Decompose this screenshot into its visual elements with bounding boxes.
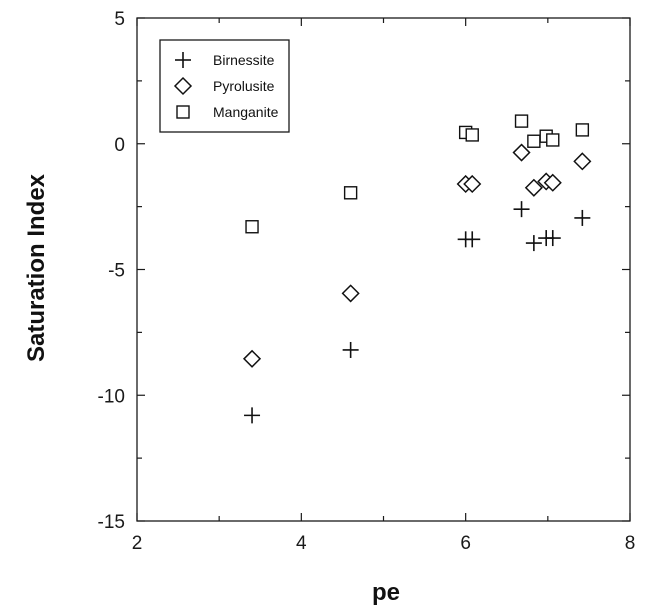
legend-label-pyrolusite: Pyrolusite: [213, 78, 275, 94]
pyrolusite-point: [242, 349, 262, 368]
birnessite-point: [525, 235, 542, 252]
birnessite-point: [574, 209, 591, 226]
x-tick-label: 6: [460, 533, 471, 554]
manganite-point: [343, 186, 358, 200]
x-tick-label: 4: [296, 533, 307, 554]
x-axis-title: pe: [372, 579, 400, 606]
y-tick-label: 0: [114, 135, 125, 156]
y-axis-title: Saturation Index: [23, 173, 50, 362]
birnessite-point: [244, 407, 261, 424]
manganite-point: [514, 114, 529, 128]
ticks: 2 4 6 8 5 0 -5 -10 -15: [98, 9, 636, 554]
manganite-point: [575, 123, 590, 137]
pyrolusite-point: [512, 143, 531, 162]
y-tick-label: -5: [108, 261, 125, 282]
pyrolusite-point: [463, 174, 482, 194]
manganite-point: [546, 133, 560, 147]
pyrolusite-point: [573, 152, 592, 171]
x-tick-label: 2: [132, 533, 143, 554]
manganite-point: [527, 134, 541, 148]
data-marks: [242, 114, 592, 424]
legend-label-manganite: Manganite: [213, 104, 279, 120]
series-manganite: [245, 114, 590, 234]
pyrolusite-point: [543, 173, 562, 192]
series-birnessite: [244, 201, 591, 424]
y-tick-label: 5: [114, 9, 125, 30]
birnessite-point: [513, 201, 530, 218]
y-tick-label: -15: [98, 512, 125, 533]
y-tick-label: -10: [98, 386, 125, 407]
series-pyrolusite: [242, 143, 592, 368]
legend-marker-manganite: [176, 105, 190, 119]
legend-marker-pyrolusite: [173, 76, 193, 96]
pyrolusite-point: [524, 178, 543, 197]
birnessite-point: [342, 341, 359, 358]
pyrolusite-point: [341, 284, 360, 303]
legend-marker-birnessite: [175, 52, 191, 68]
legend-label-birnessite: Birnessite: [213, 52, 275, 68]
legend: Birnessite Pyrolusite Manganite: [159, 39, 290, 133]
manganite-point: [465, 128, 479, 142]
birnessite-point: [544, 230, 561, 247]
manganite-point: [245, 220, 259, 234]
birnessite-point: [464, 231, 481, 248]
x-tick-label: 8: [625, 533, 636, 554]
